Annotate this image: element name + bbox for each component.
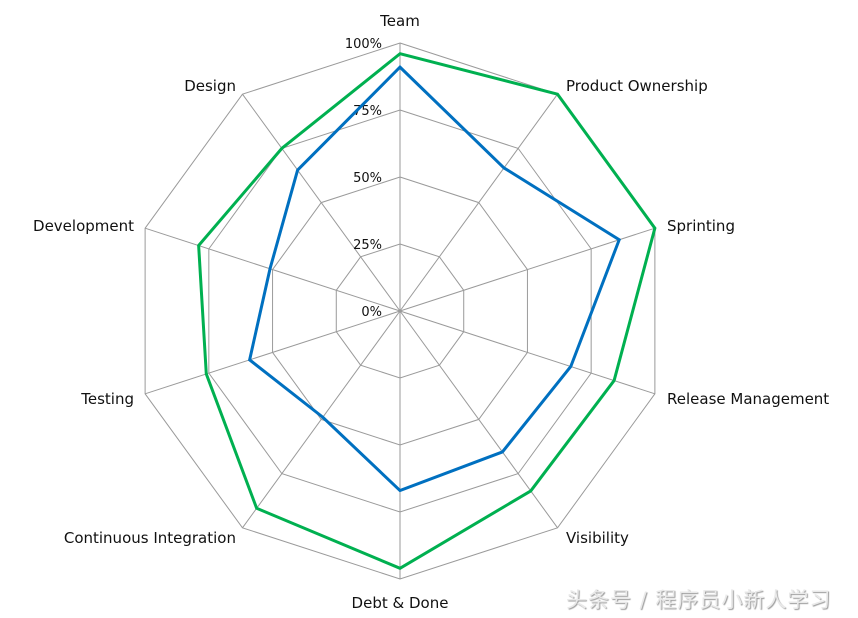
category-label: Team bbox=[379, 12, 420, 30]
category-label: Debt & Done bbox=[352, 594, 449, 612]
tick-label: 50% bbox=[353, 171, 382, 186]
tick-label: 0% bbox=[361, 305, 382, 320]
category-label: Sprinting bbox=[667, 217, 735, 235]
category-labels: Team Product Ownership Sprinting Release Ma… bbox=[33, 12, 829, 612]
data-series bbox=[197, 52, 657, 570]
spoke bbox=[399, 310, 656, 395]
spoke bbox=[242, 93, 401, 312]
spoke bbox=[144, 227, 401, 312]
category-label: Design bbox=[184, 77, 236, 95]
spoke bbox=[399, 310, 558, 529]
spoke bbox=[399, 93, 558, 312]
radar-spokes bbox=[144, 43, 656, 579]
series-line-2 bbox=[197, 52, 657, 570]
spoke bbox=[399, 227, 656, 312]
tick-label: 25% bbox=[353, 238, 382, 253]
category-label: Release Management bbox=[667, 390, 829, 408]
radial-tick-labels: 0%25%50%75%100% bbox=[345, 37, 382, 320]
category-label: Testing bbox=[80, 390, 134, 408]
spoke bbox=[144, 310, 401, 395]
series-line-1 bbox=[247, 65, 622, 493]
category-label: Development bbox=[33, 217, 134, 235]
spoke bbox=[242, 310, 401, 529]
watermark: 头条号 / 程序员小新人学习 bbox=[566, 588, 832, 612]
category-label: Continuous Integration bbox=[64, 529, 236, 547]
tick-label: 100% bbox=[345, 37, 382, 52]
category-label: Visibility bbox=[566, 529, 629, 547]
category-label: Product Ownership bbox=[566, 77, 708, 95]
